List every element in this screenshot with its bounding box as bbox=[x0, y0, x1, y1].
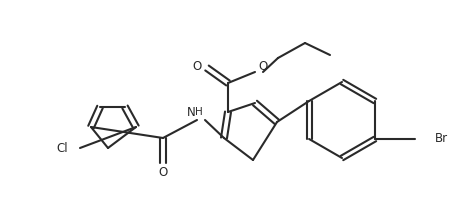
Text: Cl: Cl bbox=[56, 142, 68, 154]
Text: O: O bbox=[159, 166, 168, 180]
Text: O: O bbox=[258, 60, 268, 72]
Text: O: O bbox=[192, 60, 202, 72]
Text: Br: Br bbox=[435, 132, 448, 146]
Text: N: N bbox=[186, 106, 196, 118]
Text: H: H bbox=[195, 107, 203, 117]
